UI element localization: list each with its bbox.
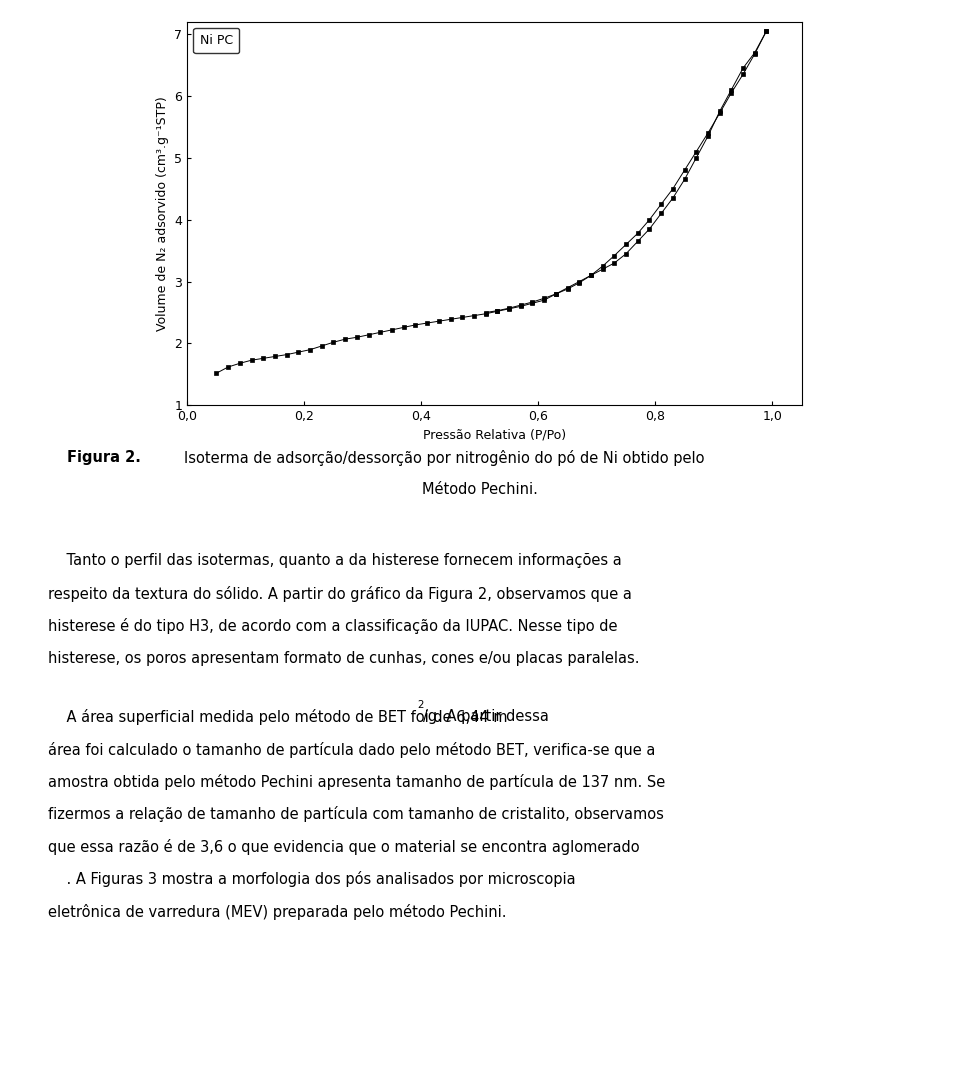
Text: Isoterma de adsorção/dessorção por nitrogênio do pó de Ni obtido pelo: Isoterma de adsorção/dessorção por nitro… <box>184 450 705 466</box>
Text: . A Figuras 3 mostra a morfologia dos pós analisados por microscopia: . A Figuras 3 mostra a morfologia dos pó… <box>48 871 576 888</box>
Text: /g. A partir dessa: /g. A partir dessa <box>423 709 549 724</box>
Text: histerese, os poros apresentam formato de cunhas, cones e/ou placas paralelas.: histerese, os poros apresentam formato d… <box>48 651 639 666</box>
Text: respeito da textura do sólido. A partir do gráfico da Figura 2, observamos que a: respeito da textura do sólido. A partir … <box>48 586 632 602</box>
Text: amostra obtida pelo método Pechini apresenta tamanho de partícula de 137 nm. Se: amostra obtida pelo método Pechini apres… <box>48 774 665 790</box>
X-axis label: Pressão Relativa (P/Po): Pressão Relativa (P/Po) <box>422 429 566 442</box>
Text: área foi calculado o tamanho de partícula dado pelo método BET, verifica-se que : área foi calculado o tamanho de partícul… <box>48 742 656 758</box>
Text: A área superficial medida pelo método de BET foi de 6,44 m: A área superficial medida pelo método de… <box>48 709 508 725</box>
Y-axis label: Volume de N₂ adsorvido (cm³.g⁻¹STP): Volume de N₂ adsorvido (cm³.g⁻¹STP) <box>156 96 169 331</box>
Legend: Ni PC: Ni PC <box>194 28 239 53</box>
Text: Método Pechini.: Método Pechini. <box>422 482 538 497</box>
Text: Tanto o perfil das isotermas, quanto a da histerese fornecem informações a: Tanto o perfil das isotermas, quanto a d… <box>48 553 622 569</box>
Text: histerese é do tipo H3, de acordo com a classificação da IUPAC. Nesse tipo de: histerese é do tipo H3, de acordo com a … <box>48 618 617 635</box>
Text: 2: 2 <box>417 700 423 710</box>
Text: fizermos a relação de tamanho de partícula com tamanho de cristalito, observamos: fizermos a relação de tamanho de partícu… <box>48 806 664 823</box>
Text: Figura 2.: Figura 2. <box>67 450 141 465</box>
Text: eletrônica de varredura (MEV) preparada pelo método Pechini.: eletrônica de varredura (MEV) preparada … <box>48 904 507 920</box>
Text: que essa razão é de 3,6 o que evidencia que o material se encontra aglomerado: que essa razão é de 3,6 o que evidencia … <box>48 839 639 855</box>
